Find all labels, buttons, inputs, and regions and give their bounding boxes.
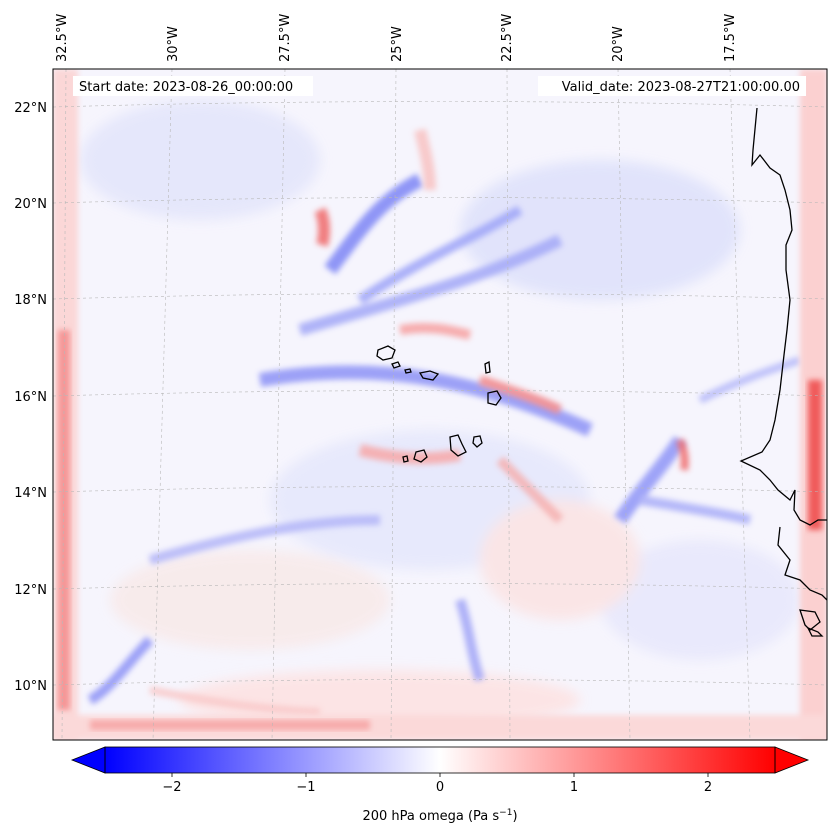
lat-tick-label: 16°N xyxy=(14,390,47,405)
africa-coastline xyxy=(739,107,827,526)
colorbar-tick-label: −2 xyxy=(162,780,181,795)
lon-tick-label: 32.5°W xyxy=(55,14,70,62)
island xyxy=(472,435,483,448)
colorbar-tick-label: −1 xyxy=(296,780,315,795)
start-date-box xyxy=(73,76,313,96)
island xyxy=(484,360,491,374)
start-date-text: Start date: 2023-08-26_00:00:00 xyxy=(79,80,293,95)
island xyxy=(404,368,412,374)
lon-tick-labels: 32.5°W 30°W 27.5°W 25°W 22.5°W 20°W 17.5… xyxy=(55,14,738,62)
lat-tick-label: 22°N xyxy=(14,101,47,116)
island xyxy=(376,345,396,361)
graticule xyxy=(52,68,828,741)
valid-date-box xyxy=(538,76,806,96)
island xyxy=(449,434,467,457)
colorbar-extend-high xyxy=(774,746,810,774)
island xyxy=(391,361,401,369)
colorbar-tick-label: 0 xyxy=(436,780,444,795)
lat-tick-label: 20°N xyxy=(14,197,47,212)
map-frame xyxy=(52,68,828,741)
island xyxy=(402,455,409,463)
colorbar-gradient xyxy=(105,747,775,773)
omega-field xyxy=(53,69,827,740)
lon-tick-label: 30°W xyxy=(166,26,181,62)
lat-tick-label: 12°N xyxy=(14,583,47,598)
lat-tick-labels: 22°N 20°N 18°N 16°N 14°N 12°N 10°N xyxy=(14,101,47,694)
colorbar-tick-label: 1 xyxy=(570,780,578,795)
colorbar-label: 200 hPa omega (Pa s−1) xyxy=(362,808,517,824)
lon-tick-label: 17.5°W xyxy=(723,14,738,62)
coastlines xyxy=(376,107,828,637)
island xyxy=(487,390,502,406)
lon-tick-label: 25°W xyxy=(390,26,405,62)
colorbar: −2 −1 0 1 2 200 hPa omega (Pa s−1) xyxy=(70,746,810,824)
lat-tick-label: 18°N xyxy=(14,293,47,308)
lon-tick-label: 20°W xyxy=(611,26,626,62)
colorbar-ticks: −2 −1 0 1 2 xyxy=(162,773,712,795)
island xyxy=(413,449,428,463)
lat-tick-label: 14°N xyxy=(14,486,47,501)
island xyxy=(418,370,440,381)
lon-tick-label: 27.5°W xyxy=(278,14,293,62)
colorbar-extend-low xyxy=(70,746,106,774)
colorbar-tick-label: 2 xyxy=(704,780,712,795)
valid-date-text: Valid_date: 2023-08-27T21:00:00.00 xyxy=(562,80,800,95)
lat-tick-label: 10°N xyxy=(14,679,47,694)
lon-tick-label: 22.5°W xyxy=(500,14,515,62)
